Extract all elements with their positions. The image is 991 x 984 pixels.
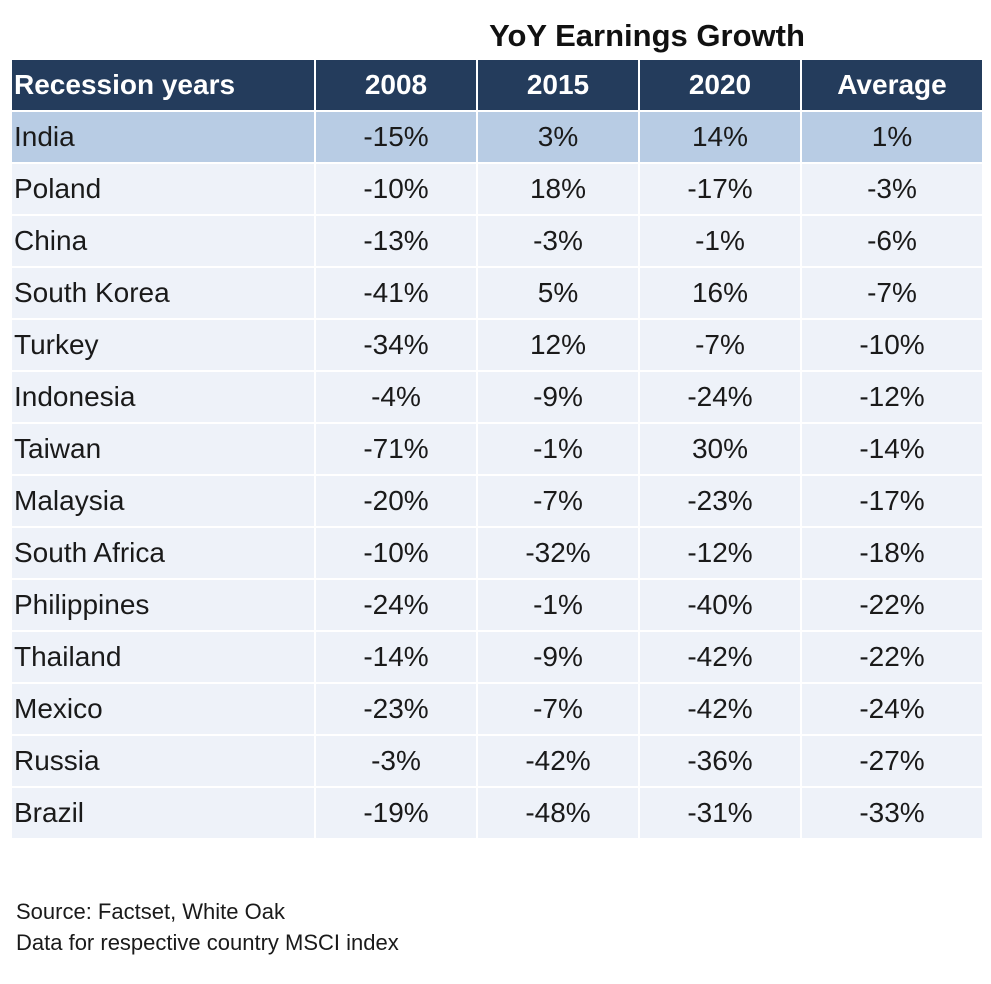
table-cell: -32% (478, 528, 638, 578)
table-cell: -3% (478, 216, 638, 266)
table-cell: -31% (640, 788, 800, 838)
column-header-4: Average (802, 60, 982, 110)
column-header-2: 2015 (478, 60, 638, 110)
footnotes: Source: Factset, White Oak Data for resp… (16, 896, 399, 958)
table-cell: -14% (802, 424, 982, 474)
row-label: Russia (12, 736, 314, 786)
table-cell: 14% (640, 112, 800, 162)
table-cell: -19% (316, 788, 476, 838)
table-title: YoY Earnings Growth (489, 18, 805, 53)
row-label: Turkey (12, 320, 314, 370)
table-cell: -9% (478, 372, 638, 422)
table-cell: -7% (478, 684, 638, 734)
table-cell: 3% (478, 112, 638, 162)
row-label: Mexico (12, 684, 314, 734)
table-cell: 16% (640, 268, 800, 318)
table-cell: -24% (316, 580, 476, 630)
column-header-1: 2008 (316, 60, 476, 110)
table-cell: -40% (640, 580, 800, 630)
table-cell: -23% (316, 684, 476, 734)
table-cell: -7% (640, 320, 800, 370)
table-cell: 30% (640, 424, 800, 474)
table-cell: -27% (802, 736, 982, 786)
table-cell: -42% (640, 684, 800, 734)
row-label: Poland (12, 164, 314, 214)
earnings-growth-table: Recession years 2008 2015 2020 Average India -… (12, 60, 982, 838)
table-cell: -9% (478, 632, 638, 682)
source-note: Source: Factset, White Oak (16, 899, 285, 924)
table-cell: -7% (802, 268, 982, 318)
table-cell: -17% (802, 476, 982, 526)
table-cell: 18% (478, 164, 638, 214)
table-cell: -22% (802, 580, 982, 630)
row-label: South Korea (12, 268, 314, 318)
column-header-3: 2020 (640, 60, 800, 110)
table-cell: -6% (802, 216, 982, 266)
table-cell: -7% (478, 476, 638, 526)
table-cell: 12% (478, 320, 638, 370)
table-cell: -18% (802, 528, 982, 578)
row-label: India (12, 112, 314, 162)
table-cell: -1% (478, 424, 638, 474)
table-cell: -42% (640, 632, 800, 682)
table-cell: -48% (478, 788, 638, 838)
table-cell: -15% (316, 112, 476, 162)
table-cell: -36% (640, 736, 800, 786)
table-cell: -10% (316, 528, 476, 578)
table-cell: -24% (802, 684, 982, 734)
row-label: Malaysia (12, 476, 314, 526)
table-cell: -33% (802, 788, 982, 838)
table-cell: -10% (316, 164, 476, 214)
table-cell: -14% (316, 632, 476, 682)
table-cell: 5% (478, 268, 638, 318)
table-cell: -1% (640, 216, 800, 266)
table-cell: -34% (316, 320, 476, 370)
table-cell: 1% (802, 112, 982, 162)
table-cell: -42% (478, 736, 638, 786)
row-label: South Africa (12, 528, 314, 578)
row-label: Indonesia (12, 372, 314, 422)
table-cell: -71% (316, 424, 476, 474)
table-cell: -24% (640, 372, 800, 422)
table-cell: -3% (316, 736, 476, 786)
table-cell: -41% (316, 268, 476, 318)
table-cell: -20% (316, 476, 476, 526)
row-label: Brazil (12, 788, 314, 838)
table-cell: -1% (478, 580, 638, 630)
table-cell: -22% (802, 632, 982, 682)
table-cell: -12% (640, 528, 800, 578)
column-header-0: Recession years (12, 60, 314, 110)
table-cell: -23% (640, 476, 800, 526)
row-label: China (12, 216, 314, 266)
row-label: Thailand (12, 632, 314, 682)
data-description-note: Data for respective country MSCI index (16, 930, 399, 955)
table-cell: -4% (316, 372, 476, 422)
table-cell: -12% (802, 372, 982, 422)
table-cell: -3% (802, 164, 982, 214)
table-cell: -10% (802, 320, 982, 370)
row-label: Taiwan (12, 424, 314, 474)
table-cell: -17% (640, 164, 800, 214)
table-cell: -13% (316, 216, 476, 266)
row-label: Philippines (12, 580, 314, 630)
